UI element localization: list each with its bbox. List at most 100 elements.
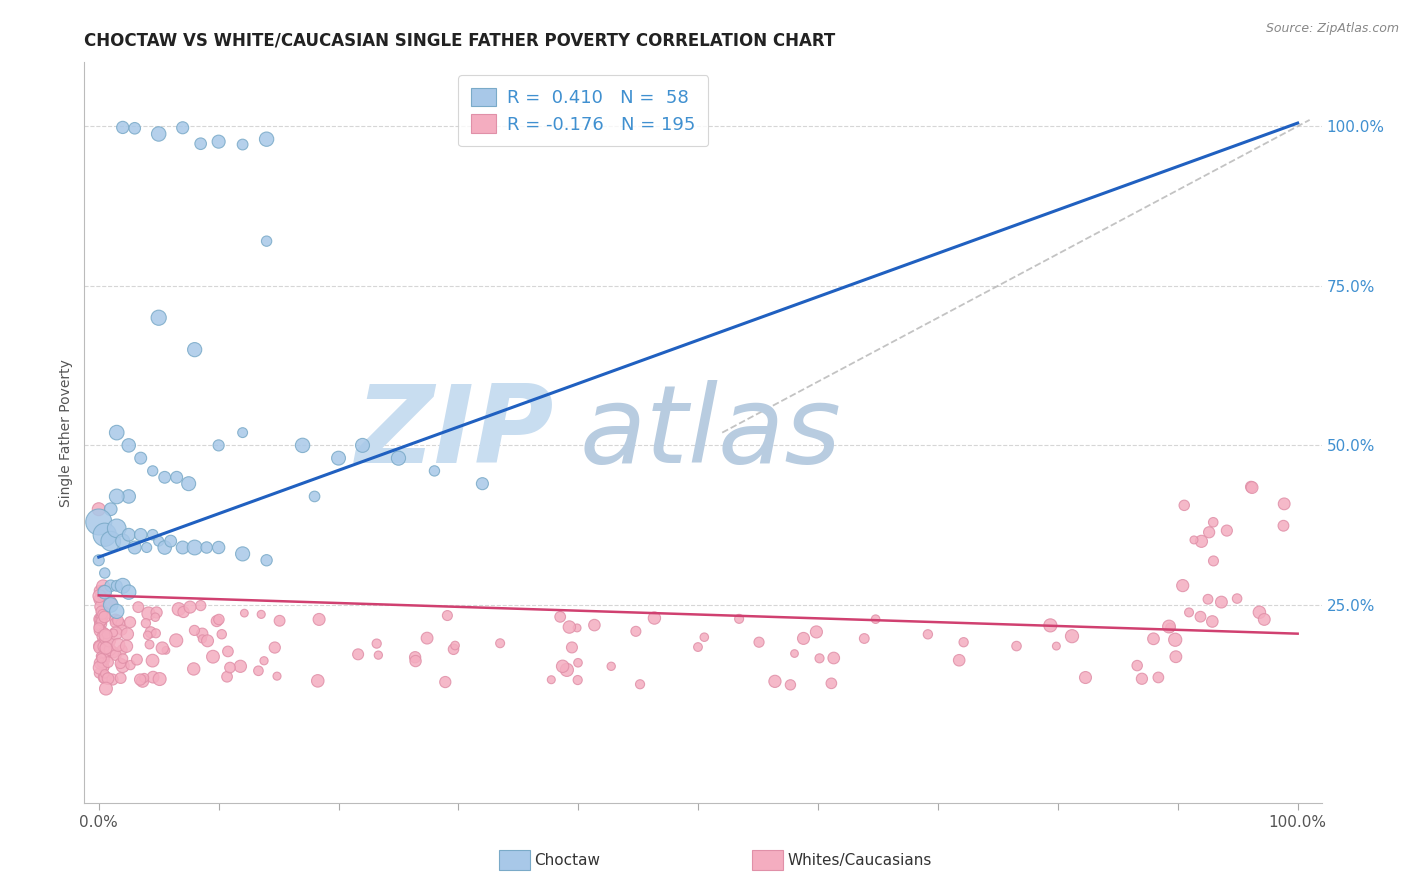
Point: [145, 606, 167, 620]
Point: [1074, 671, 1097, 685]
Point: [93, 660, 115, 674]
Point: [1189, 609, 1212, 624]
Point: [233, 606, 256, 620]
Point: [1182, 533, 1205, 547]
Point: [728, 612, 751, 626]
Point: [150, 641, 173, 656]
Point: [423, 464, 446, 478]
Point: [1240, 480, 1263, 494]
Point: [792, 632, 814, 646]
Point: [105, 521, 128, 535]
Point: [111, 120, 134, 135]
Point: [783, 647, 806, 661]
Point: [93, 584, 115, 599]
Point: [256, 234, 278, 248]
Text: CHOCTAW VS WHITE/CAUCASIAN SINGLE FATHER POVERTY CORRELATION CHART: CHOCTAW VS WHITE/CAUCASIAN SINGLE FATHER…: [84, 32, 835, 50]
Legend: R =  0.410   N =  58, R = -0.176   N = 195: R = 0.410 N = 58, R = -0.176 N = 195: [458, 75, 709, 146]
Y-axis label: Single Father Poverty: Single Father Poverty: [59, 359, 73, 507]
Point: [1211, 595, 1233, 609]
Point: [141, 654, 163, 668]
Point: [98, 633, 121, 648]
Point: [93, 660, 115, 674]
Point: [87, 515, 110, 529]
Point: [90, 614, 112, 628]
Point: [93, 610, 115, 624]
Point: [145, 626, 167, 640]
Point: [1202, 516, 1225, 530]
Point: [628, 677, 651, 691]
Point: [148, 534, 170, 549]
Point: [1216, 524, 1239, 538]
Point: [328, 451, 350, 466]
Point: [387, 451, 409, 466]
Point: [93, 670, 115, 684]
Point: [89, 589, 111, 603]
Point: [1159, 621, 1181, 635]
Point: [352, 438, 374, 452]
Point: [124, 541, 146, 555]
Point: [111, 659, 134, 673]
Point: [197, 633, 219, 648]
Point: [779, 678, 801, 692]
Point: [173, 605, 195, 619]
Point: [94, 681, 117, 696]
Point: [416, 631, 439, 645]
Point: [444, 639, 467, 653]
Point: [1272, 497, 1295, 511]
Point: [103, 645, 125, 659]
Point: [90, 616, 112, 631]
Point: [94, 641, 117, 656]
Point: [148, 127, 170, 141]
Point: [1157, 619, 1180, 633]
Point: [232, 425, 254, 440]
Point: [190, 599, 212, 613]
Point: [1198, 525, 1220, 540]
Point: [853, 632, 876, 646]
Point: [211, 627, 233, 641]
Point: [93, 527, 115, 541]
Point: [89, 624, 111, 638]
Point: [101, 673, 124, 687]
Point: [367, 648, 389, 662]
Point: [139, 625, 162, 640]
Point: [806, 624, 828, 639]
Point: [1005, 639, 1028, 653]
Point: [191, 627, 214, 641]
Point: [561, 640, 583, 655]
Point: [256, 132, 278, 146]
Point: [269, 614, 291, 628]
Point: [183, 541, 205, 555]
Point: [107, 638, 129, 652]
Point: [142, 670, 165, 684]
Point: [129, 527, 152, 541]
Point: [1173, 499, 1195, 513]
Point: [91, 660, 114, 674]
Point: [89, 618, 111, 632]
Point: [117, 627, 139, 641]
Point: [172, 120, 194, 135]
Point: [219, 660, 242, 674]
Point: [540, 673, 562, 687]
Point: [98, 642, 121, 657]
Point: [167, 602, 190, 616]
Point: [250, 607, 273, 622]
Point: [917, 627, 939, 641]
Point: [686, 640, 709, 654]
Point: [693, 630, 716, 644]
Point: [104, 613, 127, 627]
Point: [153, 541, 176, 555]
Point: [1226, 591, 1249, 606]
Point: [201, 649, 224, 664]
Point: [865, 612, 887, 626]
Point: [232, 137, 254, 152]
Point: [159, 534, 181, 549]
Point: [366, 637, 388, 651]
Point: [149, 672, 172, 686]
Point: [135, 541, 157, 555]
Point: [120, 615, 142, 630]
Point: [1253, 612, 1275, 626]
Point: [952, 635, 974, 649]
Point: [94, 632, 117, 646]
Point: [105, 604, 128, 618]
Point: [127, 600, 149, 615]
